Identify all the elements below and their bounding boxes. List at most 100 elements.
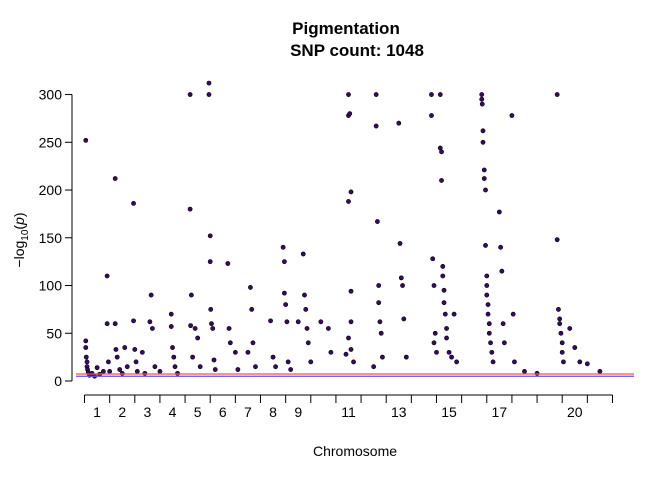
- snp-point: [348, 189, 354, 195]
- snp-point: [122, 345, 128, 350]
- y-tick-label: 50: [46, 325, 62, 341]
- snp-point: [112, 176, 118, 181]
- snp-point: [295, 319, 301, 325]
- snp-point: [371, 364, 377, 370]
- snp-point: [577, 359, 583, 365]
- snp-point: [207, 259, 213, 265]
- snp-point: [558, 330, 564, 336]
- snp-point: [440, 273, 446, 279]
- snp-point: [343, 351, 349, 357]
- snp-point: [488, 340, 493, 346]
- snp-point: [441, 287, 447, 293]
- x-tick-label: 3: [143, 404, 151, 420]
- snp-point: [273, 364, 278, 370]
- snp-point: [104, 273, 110, 279]
- snp-point: [522, 369, 527, 374]
- snp-point: [210, 326, 216, 331]
- snp-point: [378, 330, 384, 336]
- snp-point: [442, 311, 448, 317]
- snp-point: [84, 359, 90, 365]
- snp-point: [451, 311, 457, 317]
- snp-point: [441, 300, 447, 306]
- x-tick-label: 13: [391, 404, 407, 420]
- snp-point: [479, 92, 485, 97]
- snp-point: [483, 243, 488, 248]
- snp-point: [377, 319, 383, 325]
- x-tick-label: 9: [294, 404, 302, 420]
- snp-point: [134, 369, 140, 374]
- snp-point: [113, 347, 119, 352]
- snp-point: [434, 349, 439, 355]
- snp-point: [94, 365, 100, 371]
- snp-point: [400, 283, 405, 288]
- snp-point: [248, 285, 253, 290]
- snp-point: [206, 80, 212, 86]
- snp-point: [373, 92, 379, 97]
- snp-point: [152, 364, 158, 370]
- snp-point: [211, 357, 217, 363]
- chart-title: Pigmentation: [292, 19, 400, 38]
- snp-point: [432, 330, 438, 336]
- snp-point: [584, 361, 590, 367]
- snp-point: [303, 306, 309, 312]
- snp-point: [157, 369, 163, 374]
- snp-point: [131, 318, 136, 324]
- snp-point: [346, 199, 351, 204]
- snp-point: [253, 364, 258, 370]
- snp-point: [346, 92, 351, 97]
- snp-point: [280, 244, 286, 250]
- snp-point: [429, 92, 434, 97]
- snp-point: [172, 364, 178, 370]
- x-tick-label: 20: [567, 404, 583, 420]
- snp-point: [308, 359, 314, 365]
- snp-point: [429, 113, 434, 118]
- snp-point: [187, 92, 193, 97]
- snp-point: [439, 149, 444, 155]
- snp-point: [348, 347, 354, 352]
- snp-point: [484, 292, 490, 298]
- snp-point: [124, 364, 130, 370]
- x-axis: 1 2 3 4 5 6 7 8 9 11 13 15 17 20: [84, 394, 613, 420]
- x-tick-label: 17: [492, 404, 508, 420]
- y-tick-label: 0: [54, 373, 62, 389]
- snp-point: [444, 335, 449, 341]
- x-tick-label: 6: [219, 404, 227, 420]
- snp-point: [439, 178, 444, 183]
- snp-point: [83, 354, 89, 360]
- snp-point: [398, 275, 404, 281]
- snp-point: [190, 354, 196, 360]
- x-tick-label: 4: [169, 404, 177, 420]
- snp-point: [437, 92, 443, 97]
- snp-point: [484, 283, 490, 288]
- snp-point: [83, 137, 89, 143]
- snp-point: [401, 316, 407, 322]
- snp-points: [83, 80, 603, 379]
- snp-point: [149, 326, 155, 331]
- snp-point: [559, 340, 565, 346]
- snp-point: [446, 349, 452, 355]
- snp-point: [131, 200, 136, 206]
- snp-point: [348, 288, 354, 294]
- snp-point: [509, 113, 515, 118]
- y-tick-label: 150: [39, 230, 63, 246]
- snp-point: [288, 367, 294, 372]
- y-axis-label-subscript: 10: [20, 229, 31, 241]
- snp-point: [347, 111, 353, 117]
- snp-point: [197, 364, 203, 370]
- snp-point: [479, 101, 485, 107]
- snp-point: [486, 330, 492, 336]
- snp-point: [325, 326, 331, 331]
- snp-point: [481, 167, 487, 173]
- chart-subtitle: SNP count: 1048: [290, 41, 424, 60]
- snp-point: [510, 311, 516, 317]
- snp-point: [430, 256, 436, 262]
- snp-point: [281, 290, 287, 296]
- snp-point: [304, 326, 310, 331]
- snp-point: [142, 370, 148, 376]
- snp-point: [500, 321, 506, 327]
- snp-point: [83, 345, 89, 350]
- snp-point: [285, 359, 291, 365]
- snp-point: [512, 359, 517, 365]
- snp-point: [554, 92, 560, 97]
- snp-point: [559, 349, 565, 355]
